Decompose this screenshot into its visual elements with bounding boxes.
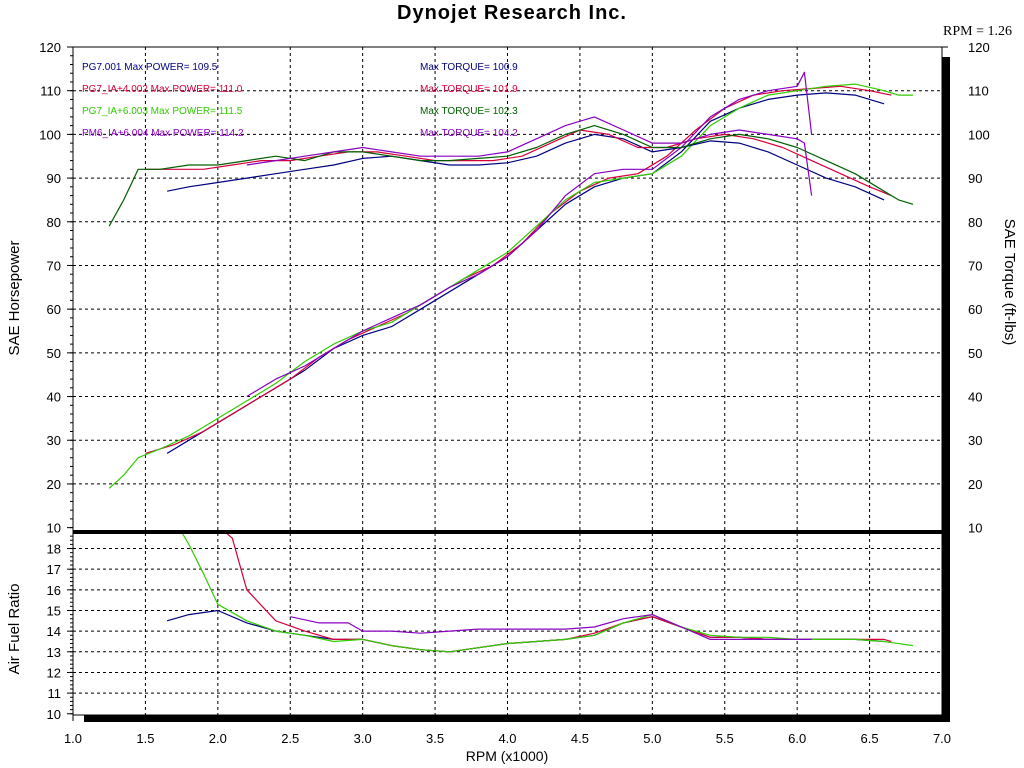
- y-tick-label-hp: 30: [47, 433, 61, 448]
- x-tick-label: 3.5: [426, 731, 444, 746]
- y-tick-label-hp: 50: [47, 346, 61, 361]
- afr-tick-label: 15: [47, 603, 61, 618]
- y-tick-label-torque: 90: [968, 171, 982, 186]
- chart-title: Dynojet Research Inc.: [397, 2, 627, 24]
- x-tick-label: 6.0: [788, 731, 806, 746]
- legend: PG7.001 Max POWER= 109.5 Max TORQUE= 100.…: [82, 62, 518, 139]
- legend-torque-entry: Max TORQUE= 104.2: [420, 128, 518, 139]
- legend-power-entry: PG7_IA+6.003 Max POWER= 111.5: [82, 106, 243, 117]
- plot-border: [72, 46, 943, 716]
- x-tick-label: 5.0: [643, 731, 661, 746]
- afr-tick-label: 17: [47, 562, 61, 577]
- tick-labels: 1.0 1.5 2.0 2.5 3.0 3.5 4.0 4.5 5.0 5.5 6.0 6.5 7.0 1…: [39, 40, 989, 746]
- series-torque-pm6-ia-6-004: [246, 116, 813, 196]
- plot-frame: [72, 46, 950, 722]
- y-tick-label-torque: 30: [968, 433, 982, 448]
- y-tick-label-torque: 10: [968, 521, 982, 536]
- y-tick-label-torque: 120: [968, 40, 990, 55]
- series-horsepower-pg7-ia-4-002: [145, 85, 892, 454]
- afr-tick-label: 10: [47, 707, 61, 722]
- y-axis-label-torque: SAE Torque (ft-lbs): [1001, 219, 1018, 345]
- x-tick-label: 5.5: [716, 731, 734, 746]
- series-lines: [108, 71, 914, 653]
- legend-power-entry: PG7.001 Max POWER= 109.5: [82, 62, 218, 73]
- rpm-factor-label: RPM = 1.26: [943, 24, 1012, 39]
- series-horsepower-pm6-ia-6-004: [246, 71, 813, 398]
- series-horsepower-pg7-001: [166, 92, 885, 454]
- y-tick-label-hp: 20: [47, 477, 61, 492]
- right-shadow-bar: [942, 57, 950, 720]
- x-tick-label: 1.5: [136, 731, 154, 746]
- series-afr-pg7-ia-6-003: [109, 531, 914, 653]
- legend-power-entry: PG7_IA+4.002 Max POWER= 111.0: [82, 84, 243, 95]
- series-torque-pg7-001: [166, 133, 885, 201]
- x-axis-label: RPM (x1000): [466, 748, 548, 764]
- afr-tick-label: 13: [47, 645, 61, 660]
- y-tick-label-torque: 40: [968, 390, 982, 405]
- y-tick-label-torque: 80: [968, 215, 982, 230]
- y-tick-label-hp: 90: [47, 171, 61, 186]
- x-tick-label: 4.0: [498, 731, 516, 746]
- legend-torque-entry: Max TORQUE= 101.9: [420, 84, 518, 95]
- afr-tick-label: 16: [47, 583, 61, 598]
- y-tick-label-torque: 70: [968, 258, 982, 273]
- series-torque-pg7-ia-4-002: [145, 129, 892, 197]
- y-tick-label-hp: 110: [40, 84, 61, 99]
- x-tick-label: 2.0: [209, 731, 227, 746]
- y-tick-label-torque: 110: [968, 84, 989, 99]
- y-tick-label-hp: 100: [39, 127, 61, 142]
- x-tick-label: 1.0: [64, 731, 82, 746]
- legend-torque-entry: Max TORQUE= 100.9: [420, 62, 518, 73]
- bottom-shadow-bar: [84, 715, 950, 722]
- afr-tick-label: 18: [47, 542, 61, 557]
- series-afr-pm6-ia-6-004: [290, 614, 812, 640]
- y-tick-label-hp: 60: [47, 302, 61, 317]
- x-tick-label: 6.5: [861, 731, 879, 746]
- y-axis-label-afr: Air Fuel Ratio: [6, 584, 23, 675]
- series-torque-pg7-ia-6-003: [108, 125, 914, 227]
- x-tick-label: 7.0: [933, 731, 951, 746]
- series-afr-pg7-ia-4-002: [116, 531, 892, 653]
- y-tick-label-torque: 50: [968, 346, 982, 361]
- x-tick-label: 3.0: [354, 731, 372, 746]
- y-tick-label-hp: 40: [47, 390, 61, 405]
- y-tick-label-torque: 100: [968, 127, 990, 142]
- y-tick-label-hp: 120: [39, 40, 61, 55]
- afr-tick-label: 12: [47, 665, 61, 680]
- y-axis-label-horsepower: SAE Horsepower: [6, 240, 23, 355]
- y-tick-label-torque: 20: [968, 477, 982, 492]
- tick-marks: [67, 46, 948, 721]
- legend-torque-entry: Max TORQUE= 102.3: [420, 106, 518, 117]
- legend-power-entry: PM6_IA+6.004 Max POWER= 114.2: [82, 128, 244, 139]
- x-tick-label: 4.5: [571, 731, 589, 746]
- y-tick-label-hp: 70: [47, 258, 61, 273]
- y-tick-label-hp: 80: [47, 215, 61, 230]
- y-tick-label-hp: 10: [47, 521, 61, 536]
- grid-lines: [73, 47, 942, 715]
- afr-tick-label: 14: [47, 624, 61, 639]
- y-tick-label-torque: 60: [968, 302, 982, 317]
- series-horsepower-pg7-ia-6-003: [108, 83, 913, 489]
- x-tick-label: 2.5: [281, 731, 299, 746]
- afr-tick-label: 11: [48, 686, 62, 701]
